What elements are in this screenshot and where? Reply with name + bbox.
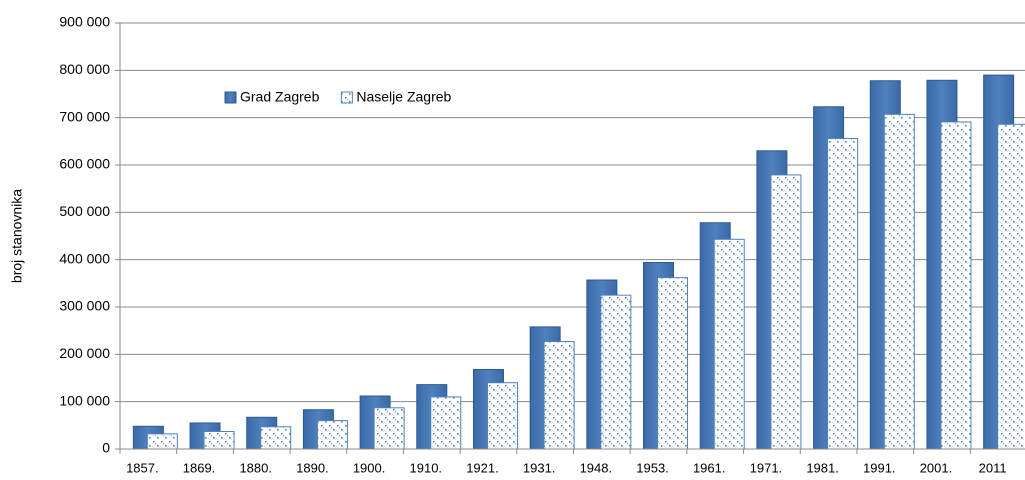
- x-tick-label: 1921.: [466, 460, 499, 475]
- x-tick-label: 1953.: [636, 460, 669, 475]
- x-tick-label: 1900.: [353, 460, 386, 475]
- legend-label: Naselje Zagreb: [356, 89, 451, 105]
- bar: [486, 382, 518, 450]
- bar: [430, 396, 462, 450]
- x-tick-label: 1857.: [126, 460, 159, 475]
- x-tick-label: 1880.: [239, 460, 272, 475]
- bar: [940, 121, 972, 450]
- x-tick-label: 1961.: [693, 460, 726, 475]
- bar: [260, 426, 292, 450]
- x-tick-label: 2001.: [920, 460, 953, 475]
- y-tick-label: 700 000: [59, 108, 110, 124]
- x-tick-label: 1971.: [750, 460, 783, 475]
- bar: [657, 277, 689, 450]
- x-tick-label: 1931.: [523, 460, 556, 475]
- x-tick-label: 1890.: [296, 460, 329, 475]
- y-tick-label: 500 000: [59, 203, 110, 219]
- x-tick-label: 1869.: [183, 460, 216, 475]
- legend-swatch: [224, 91, 237, 104]
- x-tick-label: 1910.: [410, 460, 443, 475]
- y-tick-label: 600 000: [59, 156, 110, 172]
- y-tick-label: 900 000: [59, 14, 110, 30]
- bar: [713, 238, 745, 450]
- x-tick-label: 2011: [979, 460, 1007, 475]
- x-tick-label: 1991.: [863, 460, 896, 475]
- y-tick-label: 200 000: [59, 345, 110, 361]
- bar: [997, 123, 1025, 450]
- bar: [543, 341, 575, 450]
- y-tick-label: 400 000: [59, 250, 110, 266]
- y-tick-label: 0: [102, 440, 110, 456]
- y-axis-label: broj stanovnika: [9, 189, 25, 283]
- legend-swatch: [340, 91, 353, 104]
- bar: [770, 174, 802, 450]
- x-tick-label: 1981.: [806, 460, 839, 475]
- y-tick-label: 800 000: [59, 61, 110, 77]
- bar: [827, 137, 859, 450]
- bar: [146, 433, 178, 450]
- y-tick-label: 300 000: [59, 298, 110, 314]
- x-tick-label: 1948.: [580, 460, 613, 475]
- legend-label: Grad Zagreb: [240, 89, 320, 105]
- bar: [883, 113, 915, 450]
- bar: [600, 294, 632, 450]
- y-tick-label: 100 000: [59, 392, 110, 408]
- bar: [316, 420, 348, 450]
- bar: [373, 407, 405, 450]
- bar: [203, 430, 235, 450]
